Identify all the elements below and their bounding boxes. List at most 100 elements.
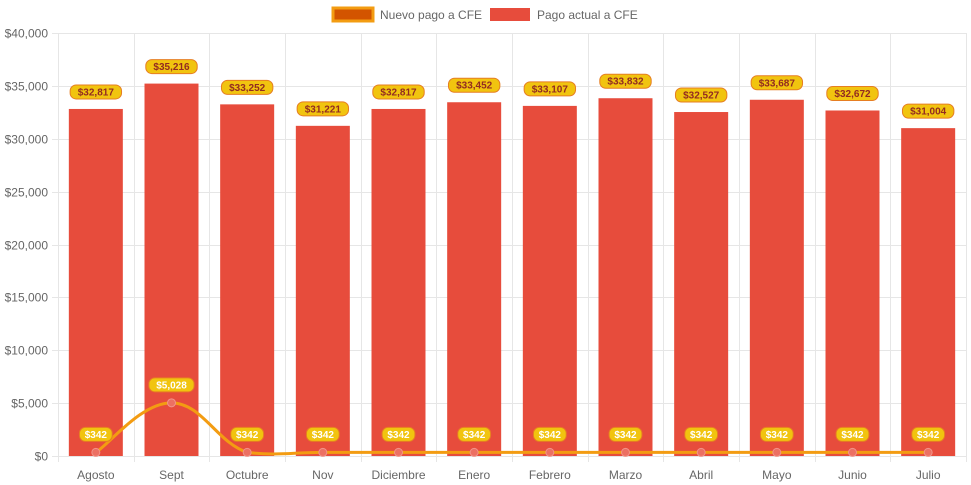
- bar-data-label: $33,832: [599, 73, 652, 89]
- line-data-label: $342: [457, 426, 492, 442]
- x-tick-label: Octubre: [226, 468, 269, 482]
- data-label-box: [145, 59, 198, 75]
- data-label-text: $32,817: [380, 87, 417, 98]
- y-tick-label: $10,000: [5, 344, 49, 358]
- grid: [52, 33, 967, 462]
- data-label-box: [69, 84, 123, 100]
- line-point: [167, 398, 176, 408]
- data-label-box: [599, 73, 652, 89]
- bar-data-label: $32,672: [826, 85, 879, 101]
- bar: [522, 105, 577, 456]
- data-label-box: [381, 426, 416, 442]
- bar-data-label: $32,817: [372, 84, 425, 100]
- legend-label-actual: Pago actual a CFE: [537, 8, 638, 22]
- legend-label-nuevo: Nuevo pago a CFE: [380, 8, 482, 22]
- line-point: [394, 447, 403, 457]
- data-label-text: $31,221: [305, 104, 342, 115]
- data-label-text: $342: [614, 430, 637, 441]
- x-tick-label: Diciembre: [371, 468, 425, 482]
- line-data-label: $342: [78, 426, 113, 442]
- line-data-label: $342: [608, 426, 643, 442]
- data-label-box: [759, 426, 794, 442]
- bar: [447, 102, 502, 456]
- line-data-label: $342: [911, 426, 946, 442]
- data-label-text: $33,107: [532, 84, 569, 95]
- bar: [220, 104, 275, 456]
- line-data-label: $342: [684, 426, 719, 442]
- bar: [749, 99, 804, 456]
- data-label-text: $342: [539, 430, 562, 441]
- line-data-label: $342: [835, 426, 870, 442]
- data-label-text: $342: [690, 430, 713, 441]
- y-tick-label: $30,000: [5, 133, 49, 147]
- line-point: [923, 447, 933, 457]
- data-label-box: [230, 426, 265, 442]
- line-data-label: $342: [381, 426, 416, 442]
- y-tick-label: $40,000: [5, 27, 49, 41]
- data-label-text: $35,216: [153, 62, 190, 73]
- line-point: [242, 447, 252, 457]
- data-label-box: [447, 77, 501, 93]
- y-tick-label: $15,000: [5, 291, 49, 305]
- legend-swatch-actual: [490, 8, 530, 21]
- y-tick-label: $35,000: [5, 80, 49, 94]
- bar-data-label: $32,527: [674, 87, 728, 103]
- data-label-box: [674, 87, 728, 103]
- data-label-box: [532, 426, 567, 442]
- data-label-box: [78, 426, 113, 442]
- y-tick-label: $20,000: [5, 239, 49, 253]
- data-label-box: [523, 81, 577, 97]
- bar: [598, 98, 653, 457]
- bar-data-label: $33,252: [220, 79, 274, 95]
- bar-data-label: $31,004: [901, 103, 955, 119]
- x-tick-label: Marzo: [609, 468, 643, 482]
- bar-data-label: $33,107: [523, 81, 577, 97]
- x-tick-label: Abril: [689, 468, 713, 482]
- data-label-text: $32,527: [683, 91, 720, 102]
- data-label-box: [220, 79, 274, 95]
- x-tick-label: Nov: [312, 468, 333, 482]
- bar: [68, 108, 123, 456]
- data-label-text: $33,452: [456, 81, 493, 92]
- data-label-text: $342: [312, 430, 335, 441]
- line-data-label: $342: [230, 426, 265, 442]
- x-tick-label: Agosto: [77, 468, 115, 482]
- bar: [901, 128, 956, 457]
- data-label-box: [608, 426, 643, 442]
- line-series: [91, 398, 933, 457]
- bar-data-label: $33,452: [447, 77, 501, 93]
- data-label-box: [750, 75, 804, 91]
- data-label-text: $342: [387, 430, 410, 441]
- line-point: [545, 447, 555, 457]
- bar-data-label: $35,216: [145, 59, 198, 75]
- data-label-text: $31,004: [910, 107, 947, 118]
- x-tick-label: Junio: [838, 468, 867, 482]
- data-label-text: $32,817: [78, 87, 115, 98]
- legend-swatch-nuevo: [331, 6, 375, 23]
- data-label-box: [684, 426, 719, 442]
- line-data-label: $342: [759, 426, 794, 442]
- line-point: [772, 447, 782, 457]
- bar: [295, 125, 350, 456]
- line-point: [848, 447, 857, 457]
- line-data-label: $342: [532, 426, 567, 442]
- y-tick-label: $25,000: [5, 186, 49, 200]
- data-label-box: [826, 85, 879, 101]
- legend: Nuevo pago a CFE Pago actual a CFE: [331, 6, 638, 23]
- x-tick-label: Sept: [159, 468, 184, 482]
- y-tick-label: $0: [35, 450, 49, 464]
- y-tick-label: $5,000: [11, 397, 48, 411]
- data-label-box: [148, 377, 195, 393]
- data-label-text: $5,028: [156, 380, 187, 391]
- data-label-text: $32,672: [834, 89, 871, 100]
- x-tick-label: Julio: [916, 468, 941, 482]
- data-labels: $32,817 $35,216 $33,252 $31,221 $32,817 $33,4…: [69, 59, 955, 442]
- data-label-text: $342: [85, 430, 108, 441]
- y-axis: $0 $5,000 $10,000 $15,000 $20,000 $25,000 $30,…: [5, 27, 49, 464]
- x-axis: Agosto Sept Octubre Nov Diciembre Enero Febrer…: [77, 468, 941, 482]
- line-point: [91, 447, 101, 457]
- x-tick-label: Enero: [458, 468, 490, 482]
- data-label-box: [835, 426, 870, 442]
- bar: [371, 108, 426, 456]
- line-data-label: $342: [305, 426, 340, 442]
